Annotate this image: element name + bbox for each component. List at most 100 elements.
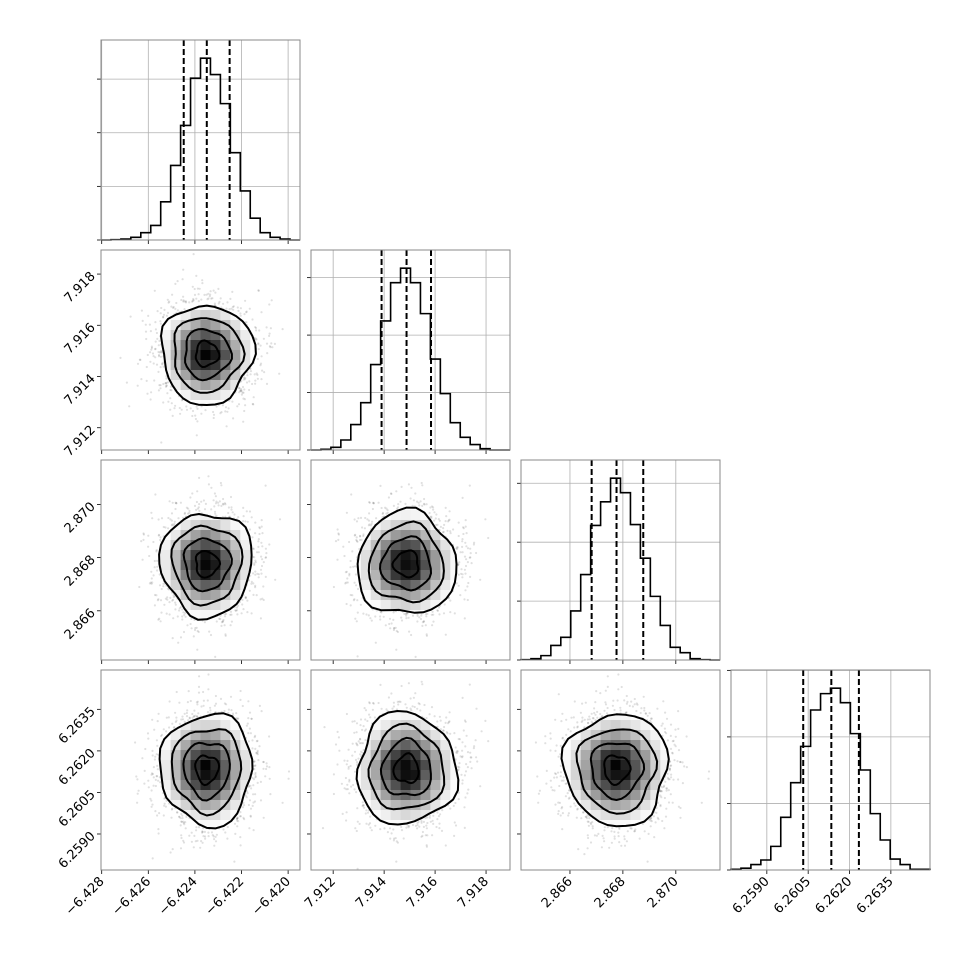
scatter-point xyxy=(251,318,254,321)
scatter-point xyxy=(248,589,251,592)
scatter-point xyxy=(278,372,281,375)
scatter-point xyxy=(460,568,463,571)
scatter-point xyxy=(171,599,174,602)
scatter-point xyxy=(170,402,173,405)
scatter-point xyxy=(229,297,232,300)
scatter-point xyxy=(227,511,230,515)
scatter-point xyxy=(244,520,247,523)
histogram-step-line xyxy=(101,57,300,241)
scatter-point xyxy=(252,403,255,406)
scatter-point xyxy=(203,621,206,624)
scatter-point xyxy=(232,308,235,311)
scatter-point xyxy=(359,516,363,520)
scatter-point xyxy=(242,515,245,518)
scatter-point xyxy=(170,389,173,392)
scatter-point xyxy=(191,299,194,302)
y-tick-label: 7.912 xyxy=(62,423,99,460)
scatter-point xyxy=(251,536,254,539)
scatter-point xyxy=(202,499,205,502)
scatter-point xyxy=(157,355,161,358)
scatter-point xyxy=(144,330,148,333)
scatter-point xyxy=(167,400,170,403)
scatter-point xyxy=(162,313,166,316)
scatter-point xyxy=(225,307,228,310)
scatter-point xyxy=(214,291,217,294)
scatter-point xyxy=(239,307,242,310)
scatter-point xyxy=(444,633,447,636)
scatter-point xyxy=(260,519,263,522)
scatter-point xyxy=(257,342,260,345)
scatter-point xyxy=(167,301,170,304)
scatter-point xyxy=(259,344,262,347)
scatter-point xyxy=(220,484,223,487)
scatter-point xyxy=(174,404,177,407)
scatter-point xyxy=(265,342,269,345)
scatter-point xyxy=(215,405,218,408)
scatter-point xyxy=(439,525,442,529)
scatter-point xyxy=(215,620,218,623)
scatter-point xyxy=(227,407,230,410)
scatter-point xyxy=(196,287,199,290)
scatter-point xyxy=(232,417,235,420)
scatter-point xyxy=(189,622,192,626)
scatter-point xyxy=(254,573,257,576)
scatter-point xyxy=(156,559,159,563)
scatter-point xyxy=(218,300,221,303)
scatter-point xyxy=(223,613,226,616)
scatter-point xyxy=(252,582,255,585)
scatter-point xyxy=(179,605,182,609)
scatter-point xyxy=(218,500,221,503)
scatter-point xyxy=(195,405,198,408)
scatter-point xyxy=(158,351,161,354)
scatter-point xyxy=(207,297,210,300)
density-cell xyxy=(180,550,191,561)
scatter-point xyxy=(230,620,233,623)
scatter-point xyxy=(250,516,253,519)
density-cell xyxy=(160,550,171,561)
scatter-point xyxy=(160,517,164,520)
scatter-point xyxy=(148,323,151,326)
scatter-point xyxy=(229,610,233,613)
y-tick-label: 7.914 xyxy=(62,372,99,409)
scatter-point xyxy=(179,501,182,504)
scatter-point xyxy=(168,300,171,303)
scatter-point xyxy=(219,412,222,415)
scatter-point xyxy=(181,278,184,281)
scatter-point xyxy=(240,388,243,391)
scatter-point xyxy=(244,299,247,302)
scatter-point xyxy=(227,506,230,509)
scatter-point xyxy=(154,493,157,496)
scatter-point xyxy=(158,584,162,587)
scatter-point xyxy=(251,402,254,406)
scatter-point xyxy=(258,532,261,536)
scatter-point xyxy=(151,517,154,520)
scatter-point xyxy=(264,484,267,487)
scatter-point xyxy=(254,559,257,562)
scatter-point xyxy=(213,505,216,508)
scatter-point xyxy=(154,348,157,351)
scatter-point xyxy=(197,506,200,509)
scatter-point xyxy=(214,512,217,515)
scatter-point xyxy=(269,327,272,330)
scatter-point xyxy=(175,502,178,505)
scatter-point xyxy=(259,568,263,571)
scatter-point xyxy=(174,507,177,511)
scatter-point xyxy=(228,308,231,311)
scatter-point xyxy=(191,285,194,288)
scatter-point xyxy=(167,381,170,384)
scatter-point xyxy=(261,597,264,600)
scatter-point xyxy=(224,410,227,413)
scatter-point xyxy=(242,506,245,509)
scatter-point xyxy=(191,409,195,413)
scatter-point xyxy=(270,342,273,345)
scatter-point xyxy=(180,408,183,411)
scatter-point xyxy=(159,387,162,390)
scatter-point xyxy=(231,290,234,293)
scatter-point xyxy=(237,516,240,519)
scatter-point xyxy=(159,355,162,358)
scatter-point xyxy=(261,545,264,548)
scatter-point xyxy=(204,409,207,412)
scatter-point xyxy=(150,577,153,580)
scatter-point xyxy=(264,575,267,579)
